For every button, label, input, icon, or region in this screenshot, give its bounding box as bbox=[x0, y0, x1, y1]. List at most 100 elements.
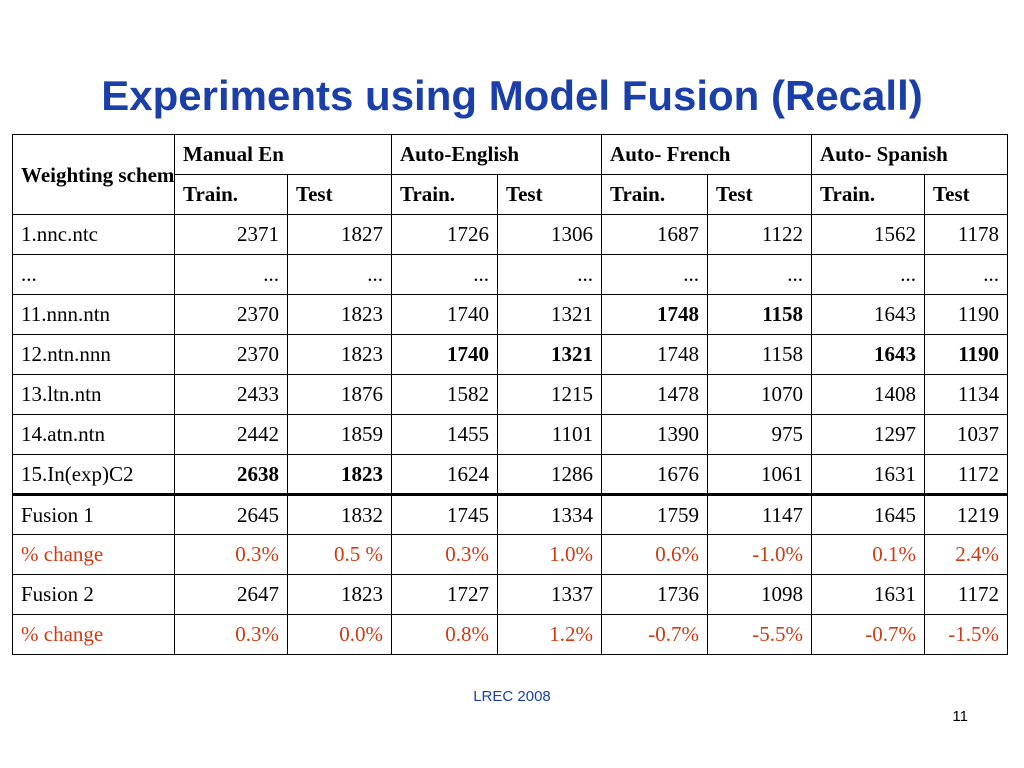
table-cell: 1823 bbox=[286, 454, 393, 495]
table-cell: 0.8% bbox=[391, 614, 499, 655]
table-row: 11.nnn.ntn 2370 1823 1740 1321 1748 1158 1643 11… bbox=[12, 294, 1009, 335]
table-cell: 2442 bbox=[174, 414, 288, 455]
table-cell: 1624 bbox=[391, 454, 499, 495]
row-label: 1.nnc.ntc bbox=[12, 214, 175, 255]
table-cell: 975 bbox=[707, 414, 813, 455]
group-header: Auto-English bbox=[391, 134, 603, 175]
row-label: % change bbox=[12, 534, 175, 575]
table-cell: 1.0% bbox=[497, 534, 603, 575]
table-cell: 0.1% bbox=[811, 534, 926, 575]
table-cell: 1827 bbox=[286, 214, 393, 255]
subheader-cell: Train. bbox=[601, 174, 709, 215]
table-cell: 1134 bbox=[924, 374, 1009, 415]
table-cell: ... bbox=[707, 254, 813, 295]
table-cell: 1631 bbox=[811, 454, 926, 495]
row-label: 12.ntn.nnn bbox=[12, 334, 175, 375]
table-cell: 0.0% bbox=[286, 614, 393, 655]
slide-title: Experiments using Model Fusion (Recall) bbox=[101, 72, 923, 119]
table-cell: 1562 bbox=[811, 214, 926, 255]
table-cell: 1215 bbox=[497, 374, 603, 415]
subheader-cell: Test bbox=[497, 174, 603, 215]
table-cell: -5.5% bbox=[707, 614, 813, 655]
table-cell: 1306 bbox=[497, 214, 603, 255]
row-label: Fusion 1 bbox=[12, 493, 175, 535]
recall-table: Weighting scheme Manual En Auto-English … bbox=[12, 134, 1009, 655]
row-label: Fusion 2 bbox=[12, 574, 175, 615]
table-cell: 1190 bbox=[924, 294, 1009, 335]
table-cell: ... bbox=[286, 254, 393, 295]
table-cell: 0.3% bbox=[391, 534, 499, 575]
table-cell: 1178 bbox=[924, 214, 1009, 255]
table-cell: 1823 bbox=[286, 574, 393, 615]
table-cell: 1859 bbox=[286, 414, 393, 455]
table-cell: -1.0% bbox=[707, 534, 813, 575]
group-header: Auto- Spanish bbox=[811, 134, 1009, 175]
table-cell: 1727 bbox=[391, 574, 499, 615]
subheader-cell: Test bbox=[707, 174, 813, 215]
table-cell: 1334 bbox=[497, 493, 603, 535]
table-cell: ... bbox=[601, 254, 709, 295]
row-label: 14.atn.ntn bbox=[12, 414, 175, 455]
table-cell: 2645 bbox=[174, 493, 288, 535]
table-cell: 1823 bbox=[286, 294, 393, 335]
table-row: ........................... bbox=[12, 254, 1009, 295]
table-cell: 2370 bbox=[174, 334, 288, 375]
table-cell: -0.7% bbox=[601, 614, 709, 655]
table-cell: 1759 bbox=[601, 493, 709, 535]
table-cell: 1286 bbox=[497, 454, 603, 495]
table-cell: 1876 bbox=[286, 374, 393, 415]
table-cell: 0.5 % bbox=[286, 534, 393, 575]
subheader-cell: Train. bbox=[811, 174, 926, 215]
table-cell: 1740 bbox=[391, 334, 499, 375]
table-cell: ... bbox=[174, 254, 288, 295]
table-cell: 1408 bbox=[811, 374, 926, 415]
table-cell: 1748 bbox=[601, 334, 709, 375]
table-cell: 1122 bbox=[707, 214, 813, 255]
table-cell: 1037 bbox=[924, 414, 1009, 455]
page-number: 11 bbox=[952, 708, 968, 725]
table-cell: 0.3% bbox=[174, 614, 288, 655]
table-cell: 1832 bbox=[286, 493, 393, 535]
table-cell: 1190 bbox=[924, 334, 1009, 375]
group-header: Manual En bbox=[173, 134, 393, 175]
table-cell: 1582 bbox=[391, 374, 499, 415]
table-row: 15.In(exp)C2 2638 1823 1624 1286 1676 1061 1631… bbox=[12, 454, 1009, 495]
table-cell: 1740 bbox=[391, 294, 499, 335]
table-cell: ... bbox=[811, 254, 926, 295]
table-cell: 2647 bbox=[174, 574, 288, 615]
table-cell: 1823 bbox=[286, 334, 393, 375]
table-cell: 1098 bbox=[707, 574, 813, 615]
table-cell: 0.3% bbox=[174, 534, 288, 575]
table-cell: 1070 bbox=[707, 374, 813, 415]
header-row-groups: Weighting scheme Manual En Auto-English … bbox=[12, 134, 1009, 215]
table-cell: 1745 bbox=[391, 493, 499, 535]
subheader-cell: Train. bbox=[174, 174, 288, 215]
table-cell: ... bbox=[391, 254, 499, 295]
table-cell: 1337 bbox=[497, 574, 603, 615]
row-label: 13.ltn.ntn bbox=[12, 374, 175, 415]
table-cell: 1478 bbox=[601, 374, 709, 415]
table-cell: 2.4% bbox=[924, 534, 1009, 575]
table-cell: 1643 bbox=[811, 294, 926, 335]
row-label: ... bbox=[12, 254, 175, 295]
table-cell: 1390 bbox=[601, 414, 709, 455]
table-cell: 1726 bbox=[391, 214, 499, 255]
table-cell: 1736 bbox=[601, 574, 709, 615]
table-cell: ... bbox=[924, 254, 1009, 295]
table-cell: 1321 bbox=[497, 294, 603, 335]
table-cell: 1687 bbox=[601, 214, 709, 255]
table-cell: 1321 bbox=[497, 334, 603, 375]
table-cell: 2370 bbox=[174, 294, 288, 335]
table-cell: 1676 bbox=[601, 454, 709, 495]
table-cell: 1645 bbox=[811, 493, 926, 535]
table-row: Fusion 2 2647 1823 1727 1337 1736 1098 1631 1172 bbox=[12, 574, 1009, 615]
table-cell: -0.7% bbox=[811, 614, 926, 655]
table-row: % change 0.3% 0.5 % 0.3% 1.0% 0.6% -1.0% 0.1% 2.… bbox=[12, 534, 1009, 575]
table-cell: -1.5% bbox=[924, 614, 1009, 655]
row-label: 11.nnn.ntn bbox=[12, 294, 175, 335]
table-row: 13.ltn.ntn 2433 1876 1582 1215 1478 1070 1408 11… bbox=[12, 374, 1009, 415]
table-cell: 1101 bbox=[497, 414, 603, 455]
table-cell: 1158 bbox=[707, 294, 813, 335]
subheader-cell: Test bbox=[924, 174, 1009, 215]
footer-conference: LREC 2008 bbox=[473, 688, 551, 705]
